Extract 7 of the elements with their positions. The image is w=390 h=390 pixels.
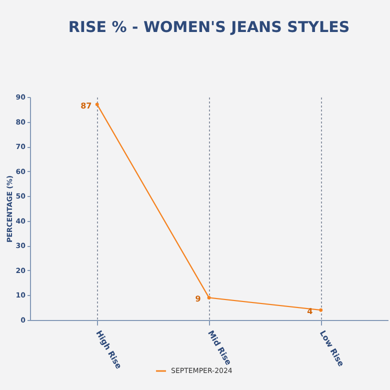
data-label: 87 [80, 101, 92, 110]
point [95, 102, 99, 106]
data-label: 4 [307, 307, 314, 316]
point [207, 296, 211, 300]
point [319, 308, 323, 312]
chart-title: RISE % - WOMEN'S JEANS STYLES [68, 18, 350, 36]
data-label: 9 [195, 294, 202, 304]
